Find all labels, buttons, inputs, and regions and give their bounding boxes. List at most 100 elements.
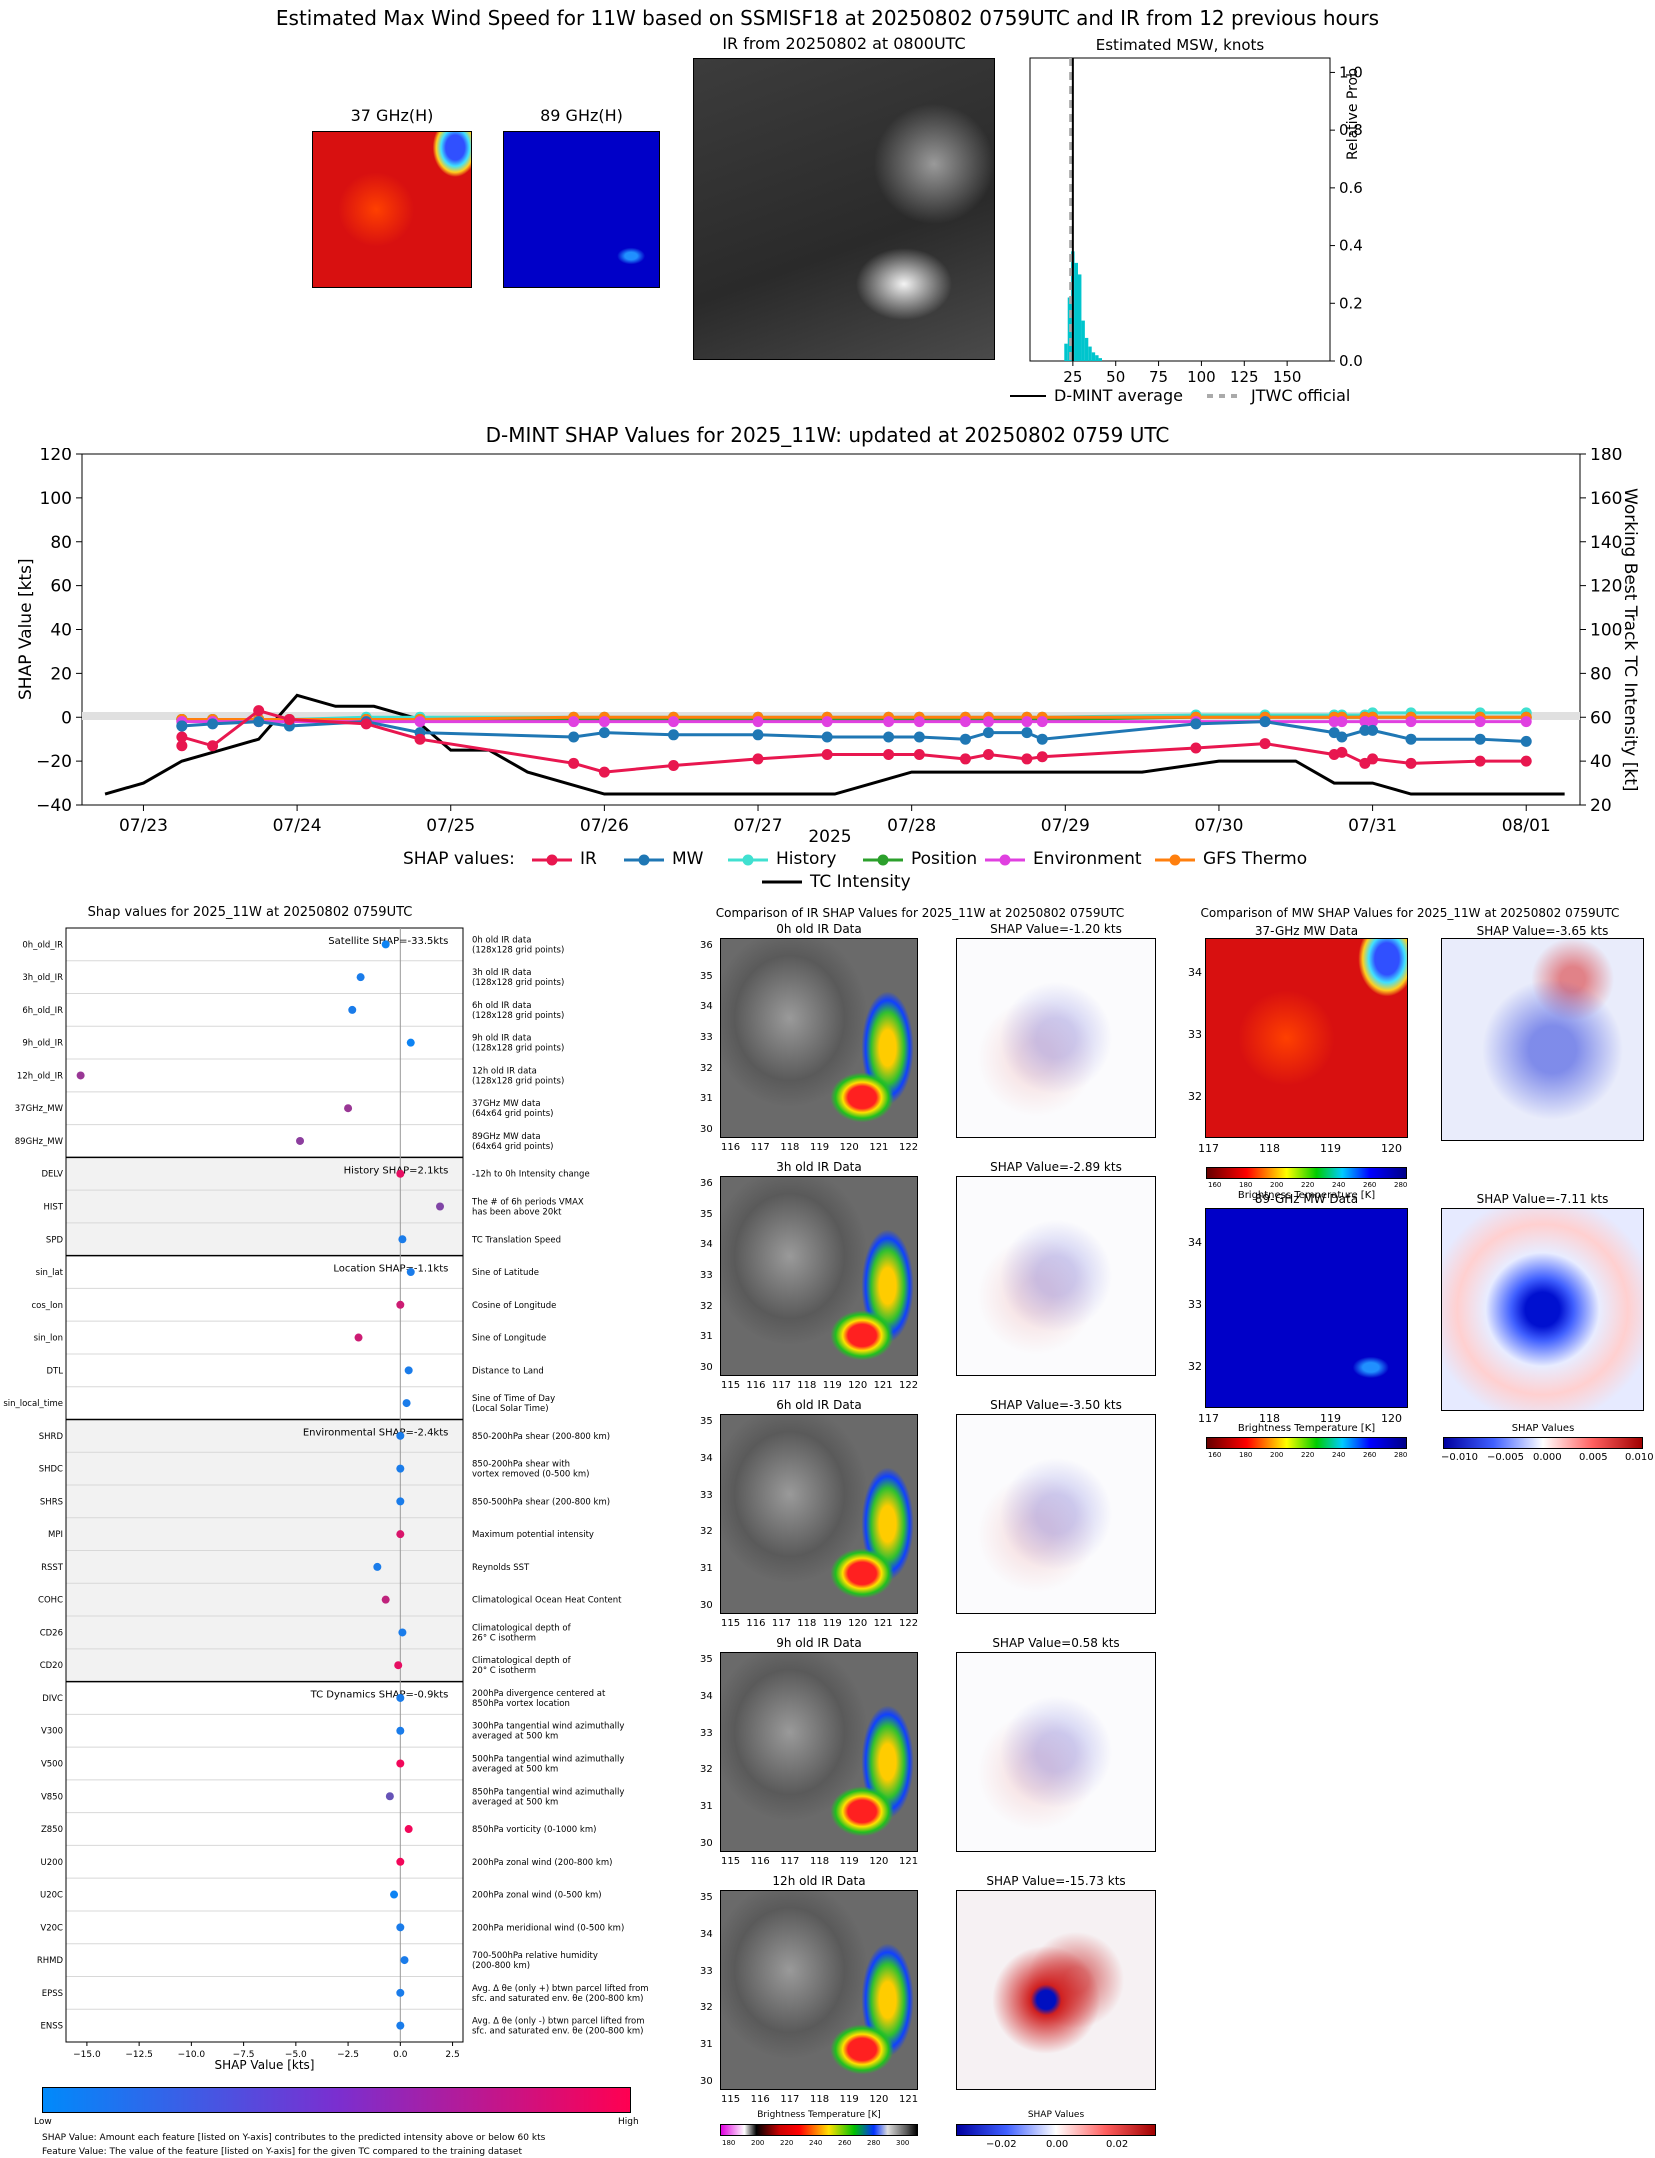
ir-row-shap-label: SHAP Value=-1.20 kts (990, 922, 1122, 936)
ir-row-xtick: 118 (810, 1856, 830, 1867)
ts-point (598, 727, 610, 739)
ts-point (752, 716, 764, 728)
mw-bt-tick: 200 (1270, 1181, 1284, 1189)
ts-point (207, 718, 219, 730)
bar-feature-name: 0h_old_IR (22, 940, 63, 950)
ir-bt-tick: 260 (838, 2139, 852, 2147)
ir-row-ytick: 31 (700, 1331, 713, 1343)
bar-feature-desc: -12h to 0h Intensity change (472, 1170, 590, 1180)
ts-xtick-label: 08/01 (1502, 816, 1551, 836)
bar-xlabel: SHAP Value [kts] (214, 2058, 315, 2072)
hist-ytick-label: 1.0 (1339, 63, 1363, 81)
ts-ytick-right-label: 40 (1590, 752, 1612, 772)
bar-feature-desc: Maximum potential intensity (472, 1530, 594, 1540)
ir-row-shap-label: SHAP Value=0.58 kts (992, 1636, 1120, 1650)
ir-row-ytick: 30 (700, 1124, 713, 1135)
bar-feature-name: 6h_old_IR (22, 1006, 63, 1016)
bar-feature-name: sin_lat (36, 1268, 64, 1278)
ts-line-tc-intensity (104, 693, 1565, 796)
ts-point (1474, 716, 1486, 728)
ts-point (982, 727, 994, 739)
ts-point (1520, 735, 1532, 747)
hist-chart: 25 50 75 100 125 150 0.0 0.2 0.4 0.6 0.8 1.0 (1029, 57, 1363, 386)
bar-point (396, 1300, 405, 1309)
mw-compare-title: Comparison of MW SHAP Values for 2025_11… (1200, 906, 1620, 920)
ir-row-ytick: 34 (700, 1239, 713, 1251)
ts-point (1036, 751, 1048, 763)
ts-point (207, 740, 219, 752)
ts-point (1367, 724, 1379, 736)
panel-89-image (503, 131, 660, 288)
ts-point (360, 718, 372, 730)
bar-point (398, 1235, 407, 1244)
ts-point (982, 716, 994, 728)
ts-point (176, 740, 188, 752)
ts-point (752, 729, 764, 741)
bar-feature-desc: vortex removed (0-500 km) (472, 1470, 589, 1480)
bar-xtick-label: −15.0 (73, 2050, 101, 2060)
bar-feature-name: MPI (48, 1530, 63, 1540)
ts-point (1336, 746, 1348, 758)
ts-point (913, 749, 925, 761)
ts-point (1259, 738, 1271, 750)
mw-ytick: 32 (1188, 1090, 1202, 1103)
bar-feature-desc: Cosine of Longitude (472, 1301, 556, 1311)
bar-feature-desc: 200hPa zonal wind (200-800 km) (472, 1858, 612, 1868)
ts-point (668, 760, 680, 772)
top-title: Estimated Max Wind Speed for 11W based o… (275, 6, 1380, 30)
ir-row-image (720, 938, 918, 1138)
ts-legend-label: Position (911, 849, 978, 869)
ts-point (1036, 716, 1048, 728)
ts-point (1190, 718, 1202, 730)
ts-point (598, 766, 610, 778)
bar-feature-desc: 850-500hPa shear (200-800 km) (472, 1497, 610, 1507)
bar-feature-desc: 6h old IR data (472, 1001, 531, 1011)
bar-feature-desc: 200hPa zonal wind (0-500 km) (472, 1891, 602, 1901)
hist-bar (1078, 274, 1082, 361)
bar-point (406, 1268, 415, 1277)
mw-bt-tick: 180 (1239, 1451, 1253, 1459)
ts-title: D-MINT SHAP Values for 2025_11W: updated… (485, 423, 1170, 447)
ts-point (414, 716, 426, 728)
mw-bt-tick: 260 (1363, 1181, 1377, 1189)
hist-bar (1095, 355, 1099, 361)
bar-feature-name: 9h_old_IR (22, 1039, 63, 1049)
ir-row-xtick: 121 (873, 1618, 893, 1629)
ir-row-ytick: 31 (700, 1563, 713, 1575)
hist-xtick-label: 75 (1149, 368, 1168, 386)
ts-xlabel: 2025 (808, 827, 852, 847)
bar-feature-name: DTL (47, 1366, 64, 1376)
mw37-shap-image (1441, 938, 1644, 1141)
mw-bt-tick: 280 (1394, 1451, 1408, 1459)
mw-bt-tick: 160 (1208, 1451, 1222, 1459)
bar-feature-desc: 26° C isotherm (472, 1633, 536, 1643)
ts-legend-prefix: SHAP values: (403, 849, 515, 869)
mw89-label: 89-GHz MW Data (1254, 1192, 1359, 1206)
bar-point (354, 1333, 363, 1342)
bar-feature-name: ENSS (40, 2022, 63, 2032)
ts-point (1359, 716, 1371, 728)
bar-point (396, 1431, 405, 1440)
bar-frame (65, 927, 464, 2043)
ir-row-xtick: 116 (746, 1380, 766, 1391)
ts-point (821, 749, 833, 761)
mw-bt-tick: 240 (1332, 1181, 1346, 1189)
ir-row-xtick: 117 (750, 1142, 770, 1153)
hist-yticks: 0.0 0.2 0.4 0.6 0.8 1.0 (1330, 63, 1363, 370)
bar-feature-desc: sfc. and saturated env. θe (200-800 km) (472, 1994, 644, 2004)
bar-point (373, 1562, 382, 1571)
bar-feature-desc: 37GHz MW data (472, 1099, 541, 1109)
ts-point (959, 753, 971, 765)
hist-xtick-label: 150 (1273, 368, 1302, 386)
ir-shap-colorbar (956, 2124, 1156, 2136)
ir-row-ytick: 36 (700, 1178, 713, 1189)
ir-row-xtick: 118 (797, 1380, 817, 1391)
ts-legend-swatch (728, 854, 768, 866)
ts-ytick-left-label: −20 (36, 752, 72, 772)
ts-legend: IR MW History Position Environment GFS Thermo… (0, 846, 1655, 896)
bar-feature-name: U200 (41, 1858, 63, 1868)
ir-bt-tick: 280 (867, 2139, 881, 2147)
ts-xtick-label: 07/24 (273, 816, 322, 836)
ts-point (1367, 716, 1379, 728)
